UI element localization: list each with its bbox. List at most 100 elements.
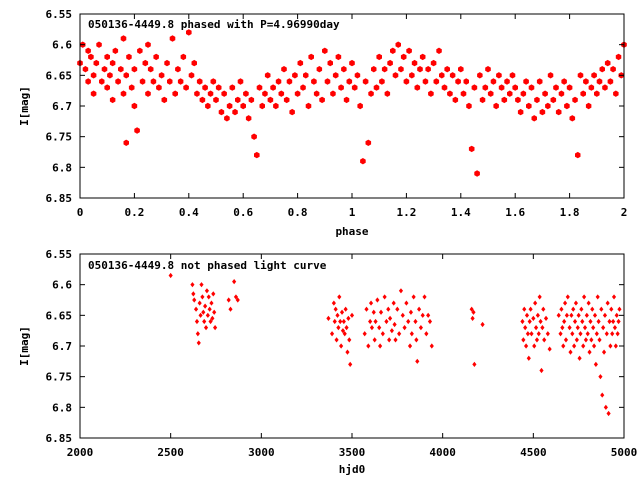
unphased-data-point (411, 294, 416, 300)
phased-data-point (186, 29, 192, 36)
unphased-data-point (578, 331, 583, 337)
unphased-data-point (333, 306, 338, 312)
phased-data-point (436, 47, 442, 54)
phased-data-point (96, 41, 102, 48)
unphased-data-point (562, 318, 567, 325)
unphased-data-point (198, 312, 203, 318)
phased-data-point (444, 66, 450, 73)
unphased-data-point (408, 309, 414, 315)
phased-data-point (224, 115, 230, 122)
phased-data-point (330, 90, 336, 97)
phased-data-point (564, 102, 570, 110)
unphased-data-point (378, 343, 383, 349)
phased-data-point (294, 90, 301, 97)
unphased-data-point (332, 318, 337, 325)
phased-data-point (599, 66, 605, 73)
phased-data-point (509, 72, 516, 79)
unphased-data-point (587, 349, 592, 355)
phased-data-point (449, 72, 456, 79)
phased-data-point (349, 59, 355, 67)
unphased-data-point (341, 318, 346, 325)
phased-data-point (384, 90, 391, 97)
unphased-data-point (600, 392, 605, 398)
phased-data-point (139, 78, 146, 85)
unphased-data-point (204, 288, 210, 294)
unphased-data-point (364, 306, 369, 312)
unphased-plot-frame (79, 253, 625, 439)
unphased-data-point (368, 300, 374, 306)
unphased-data-point (366, 343, 371, 349)
phased-data-point (158, 72, 165, 79)
unphased-data-point (389, 328, 394, 334)
phased-data-point (594, 90, 600, 97)
phased-data-point (150, 78, 157, 85)
unphased-x-tick-label: 2500 (157, 446, 184, 459)
phased-data-point (555, 108, 562, 116)
unphased-data-point (601, 349, 607, 355)
unphased-data-point (426, 312, 431, 318)
phased-data-point (229, 84, 236, 91)
phased-data-point (120, 35, 127, 42)
phased-data-point (498, 84, 505, 91)
unphased-data-point (613, 343, 618, 349)
unphased-data-points (168, 272, 622, 417)
phased-data-point (226, 102, 233, 110)
phased-data-point (142, 59, 149, 67)
phased-data-point (362, 78, 369, 85)
unphased-data-point (193, 306, 199, 312)
phased-data-point (202, 84, 208, 91)
unphased-light-curve-panel: 2000 2500 3000 3500 4000 4500 5000 6.55 6.6 6.65… (18, 248, 637, 476)
phased-data-point (558, 90, 565, 97)
phased-data-point (120, 90, 127, 97)
unphased-data-point (598, 374, 603, 380)
unphased-data-point (616, 318, 621, 325)
unphased-data-point (591, 325, 596, 331)
phased-data-point (131, 66, 138, 73)
phased-x-tick-label: 0.4 (179, 206, 199, 219)
phased-data-point (390, 47, 396, 54)
phased-data-point (463, 78, 469, 85)
phased-data-point (577, 72, 584, 79)
unphased-data-point (422, 294, 427, 300)
unphased-data-point (582, 325, 588, 331)
phased-data-point (596, 78, 603, 85)
phased-data-point (177, 78, 184, 85)
unphased-data-point (534, 337, 540, 343)
unphased-data-point (194, 318, 200, 325)
unphased-data-point (570, 331, 575, 337)
unphased-data-point (382, 294, 387, 300)
phased-data-point (335, 53, 342, 61)
unphased-data-point (329, 331, 335, 337)
phased-data-point (482, 84, 489, 91)
unphased-data-point (540, 325, 545, 331)
unphased-data-point (567, 325, 572, 331)
phased-data-point (474, 170, 480, 177)
unphased-data-point (581, 343, 586, 349)
phased-data-point (373, 84, 380, 91)
unphased-data-point (429, 343, 434, 349)
phased-y-ticks: 6.55 6.6 6.65 6.7 6.75 6.8 6.85 (46, 8, 624, 205)
phased-data-point (259, 102, 265, 110)
phased-data-point (368, 90, 374, 97)
unphased-data-point (575, 325, 580, 331)
phased-x-tick-label: 0.8 (288, 206, 308, 219)
unphased-data-point (542, 337, 547, 343)
phased-data-point (493, 102, 499, 110)
phased-data-point (398, 66, 404, 73)
phased-data-point (542, 90, 548, 97)
phased-data-point (455, 78, 461, 85)
phased-data-point (308, 53, 314, 61)
phased-data-point (531, 115, 537, 122)
phased-data-point (207, 90, 214, 97)
unphased-data-point (593, 361, 598, 367)
phased-y-tick-label: 6.6 (52, 39, 72, 52)
unphased-data-point (373, 318, 378, 325)
unphased-data-point (378, 309, 384, 315)
phased-data-point (85, 47, 91, 54)
phased-data-point (319, 96, 325, 104)
phased-data-point (381, 66, 388, 73)
phased-data-point (93, 59, 100, 67)
unphased-data-point (424, 331, 429, 337)
phased-data-point (613, 90, 619, 97)
unphased-data-point (610, 331, 615, 337)
